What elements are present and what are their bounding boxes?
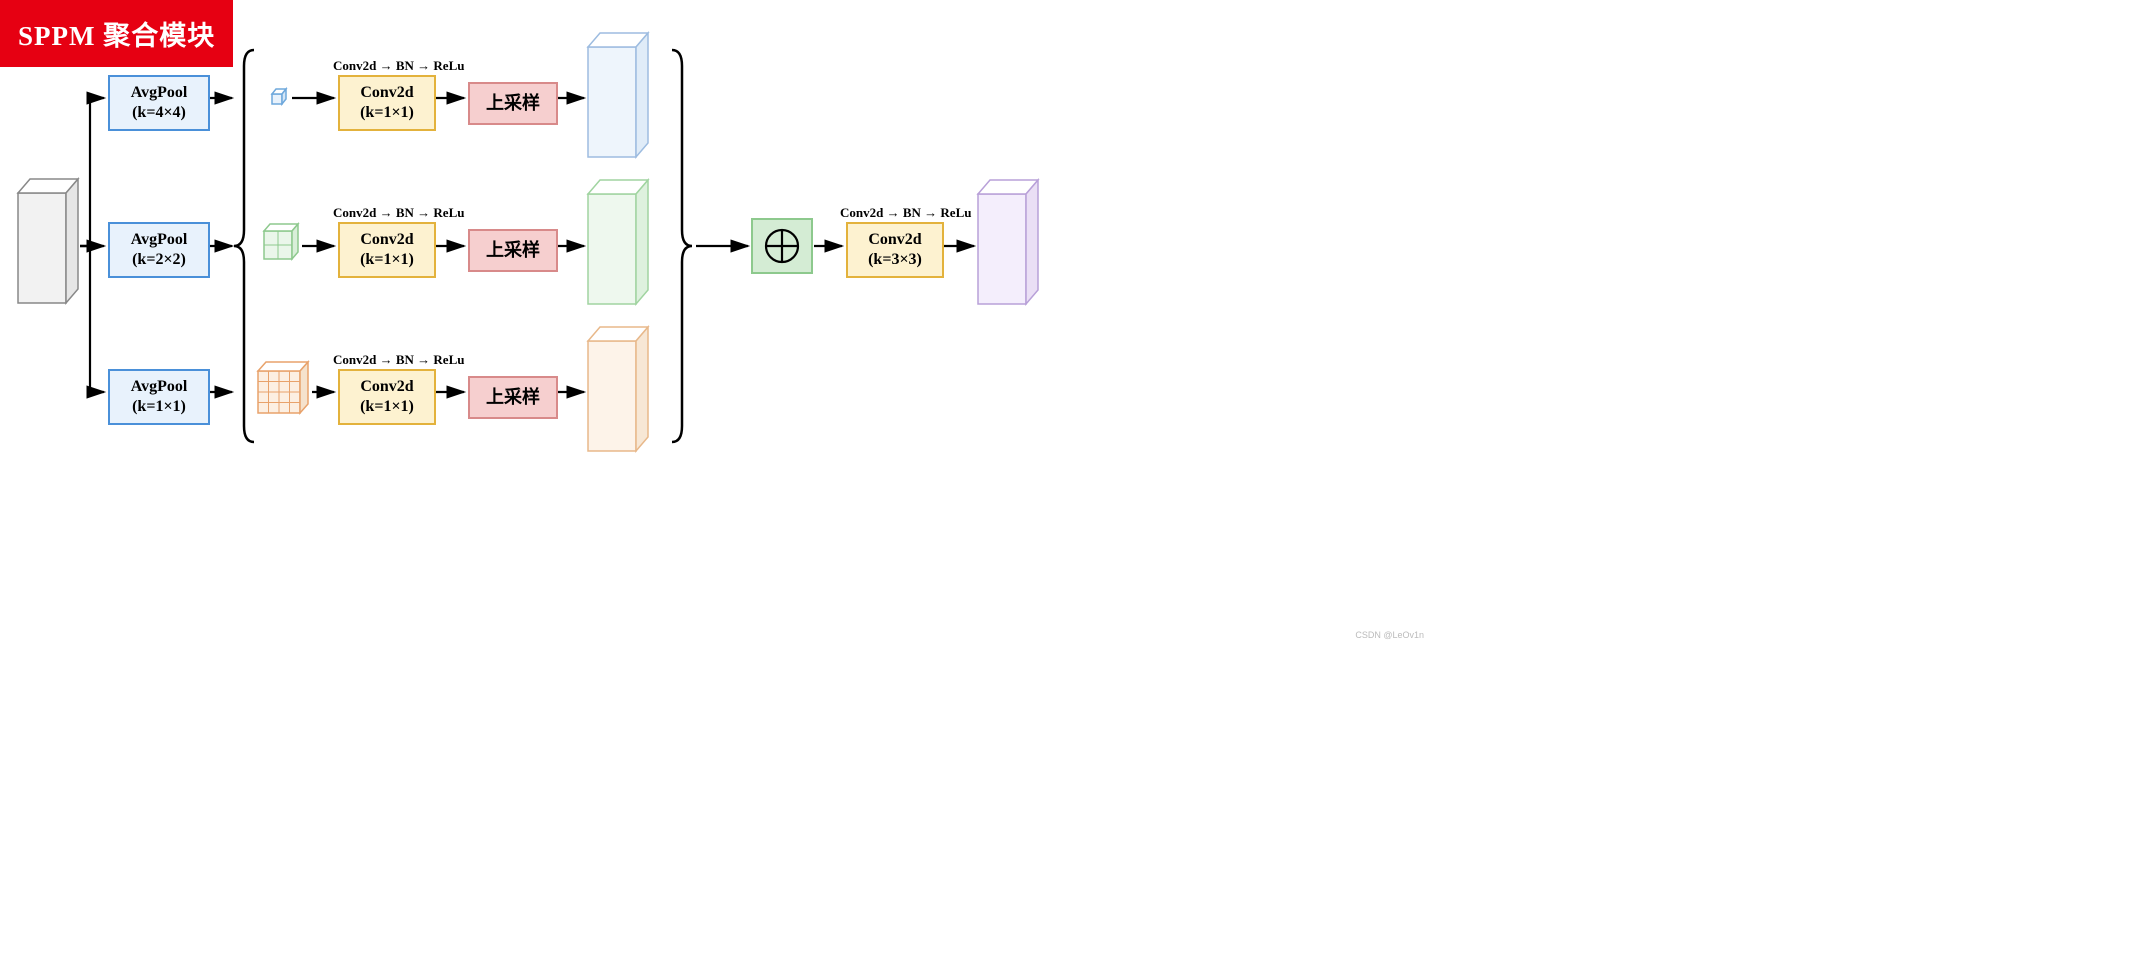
avgpool-label-2: AvgPool	[120, 230, 198, 250]
upsample-label-1: 上采样	[486, 93, 540, 113]
upsample-box-1: 上采样	[468, 82, 558, 125]
conv-box-2: Conv2d (k=1×1)	[338, 222, 436, 278]
caption-final: Conv2d → BN → ReLu	[840, 205, 971, 221]
upsample-label-3: 上采样	[486, 387, 540, 407]
branch-output-1	[588, 33, 648, 157]
feature-cube-3	[258, 362, 308, 413]
conv-k-1: (k=1×1)	[350, 103, 424, 123]
branch-output-3	[588, 327, 648, 451]
final-conv-label: Conv2d	[858, 230, 932, 250]
input-tensor	[18, 179, 78, 303]
title-banner: SPPM 聚合模块	[0, 0, 233, 67]
avgpool-box-1: AvgPool (k=4×4)	[108, 75, 210, 131]
caption-branch-3: Conv2d → BN → ReLu	[333, 352, 464, 368]
conv-k-3: (k=1×1)	[350, 397, 424, 417]
conv-k-2: (k=1×1)	[350, 250, 424, 270]
avgpool-box-2: AvgPool (k=2×2)	[108, 222, 210, 278]
arrow-in-b1	[80, 98, 104, 246]
upsample-label-2: 上采样	[486, 240, 540, 260]
watermark: CSDN @LeOv1n	[1355, 630, 1424, 640]
avgpool-box-3: AvgPool (k=1×1)	[108, 369, 210, 425]
avgpool-label-1: AvgPool	[120, 83, 198, 103]
caption-branch-1: Conv2d → BN → ReLu	[333, 58, 464, 74]
conv-label-3: Conv2d	[350, 377, 424, 397]
final-conv-k: (k=3×3)	[858, 250, 932, 270]
caption-branch-2: Conv2d → BN → ReLu	[333, 205, 464, 221]
avgpool-k-1: (k=4×4)	[120, 103, 198, 123]
diagram-svg	[0, 0, 1428, 642]
upsample-box-2: 上采样	[468, 229, 558, 272]
avgpool-k-2: (k=2×2)	[120, 250, 198, 270]
right-brace	[672, 50, 692, 442]
title-text: SPPM 聚合模块	[18, 21, 215, 51]
conv-box-3: Conv2d (k=1×1)	[338, 369, 436, 425]
branch-output-2	[588, 180, 648, 304]
conv-box-1: Conv2d (k=1×1)	[338, 75, 436, 131]
feature-cube-2	[264, 224, 298, 259]
feature-cube-1	[272, 89, 286, 104]
conv-label-2: Conv2d	[350, 230, 424, 250]
final-output-tensor	[978, 180, 1038, 304]
avgpool-label-3: AvgPool	[120, 377, 198, 397]
avgpool-k-3: (k=1×1)	[120, 397, 198, 417]
upsample-box-3: 上采样	[468, 376, 558, 419]
final-conv-box: Conv2d (k=3×3)	[846, 222, 944, 278]
sum-box	[752, 219, 812, 273]
conv-label-1: Conv2d	[350, 83, 424, 103]
arrow-in-b3	[80, 246, 104, 392]
left-brace	[234, 50, 254, 442]
